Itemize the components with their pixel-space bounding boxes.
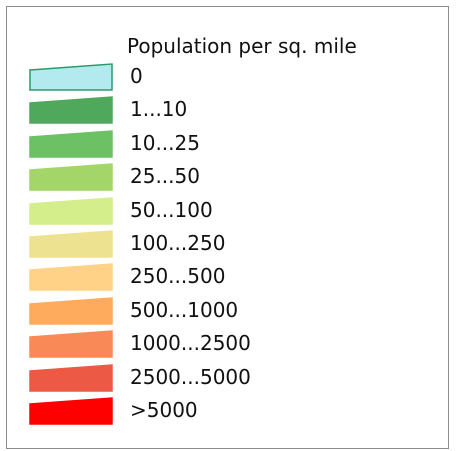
legend-swatch (29, 364, 113, 392)
legend-swatch-shape (29, 297, 113, 325)
legend-row: >5000 (29, 396, 429, 426)
legend-swatch-shape (29, 330, 113, 358)
legend-swatch-shape (29, 96, 113, 124)
legend-swatch (29, 197, 113, 225)
legend-row: 1...10 (29, 95, 429, 125)
legend-label: 25...50 (130, 164, 200, 188)
legend-row: 10...25 (29, 129, 429, 159)
legend-swatch (29, 163, 113, 191)
legend-label: 2500...5000 (130, 365, 251, 389)
legend-row: 250...500 (29, 262, 429, 292)
legend-title: Population per sq. mile (127, 34, 357, 58)
legend-swatch-shape (29, 397, 113, 425)
legend-swatch (29, 130, 113, 158)
legend-label: 1000...2500 (130, 331, 251, 355)
legend-label: 10...25 (130, 131, 200, 155)
legend-swatch (29, 330, 113, 358)
legend-swatch-shape (29, 364, 113, 392)
legend-swatch (29, 230, 113, 258)
legend-label: 500...1000 (130, 298, 239, 322)
legend-swatch-shape (29, 130, 113, 158)
legend-swatch (29, 63, 113, 91)
legend-row: 2500...5000 (29, 363, 429, 393)
legend-row: 500...1000 (29, 296, 429, 326)
legend-swatch (29, 96, 113, 124)
legend-swatch-shape (29, 263, 113, 291)
legend-swatch-shape (29, 197, 113, 225)
legend-row: 100...250 (29, 229, 429, 259)
legend-label: 50...100 (130, 198, 213, 222)
legend-swatch-shape (29, 230, 113, 258)
legend-swatch (29, 397, 113, 425)
legend-swatch (29, 297, 113, 325)
legend-row: 25...50 (29, 162, 429, 192)
legend-label: >5000 (130, 398, 198, 422)
legend-swatch-shape (29, 163, 113, 191)
legend-label: 100...250 (130, 231, 226, 255)
legend-swatch (29, 263, 113, 291)
legend-row: 0 (29, 62, 429, 92)
legend-label: 0 (130, 64, 143, 88)
legend-row: 50...100 (29, 196, 429, 226)
legend-swatch-shape (29, 63, 113, 91)
legend-row: 1000...2500 (29, 329, 429, 359)
legend-label: 1...10 (130, 97, 188, 121)
legend-label: 250...500 (130, 264, 226, 288)
